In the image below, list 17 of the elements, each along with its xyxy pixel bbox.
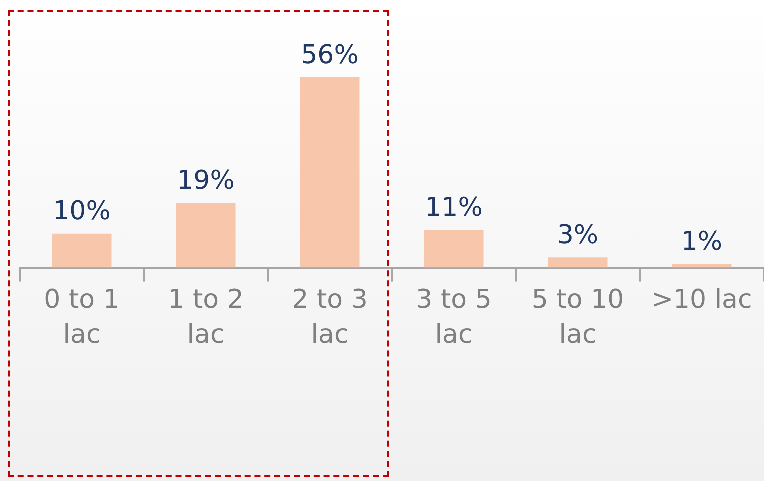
data-label: 1% xyxy=(681,227,723,258)
x-tick-label: >10 lac xyxy=(652,285,752,316)
bar xyxy=(548,258,608,268)
x-tick-label: 3 to 5 lac xyxy=(416,285,492,350)
bar xyxy=(424,230,484,268)
x-tick-label: 2 to 3 lac xyxy=(292,285,368,350)
x-tick-label: 1 to 2 lac xyxy=(168,285,244,350)
bar xyxy=(300,78,360,268)
bar xyxy=(176,203,236,268)
data-label: 19% xyxy=(177,166,235,196)
data-label: 11% xyxy=(425,193,483,224)
data-label: 3% xyxy=(557,220,599,250)
bar xyxy=(52,234,112,268)
data-label: 56% xyxy=(301,40,359,70)
data-label: 10% xyxy=(53,196,111,227)
x-tick-label: 0 to 1 lac xyxy=(44,285,120,350)
x-tick-label: 5 to 10 lac xyxy=(532,285,624,350)
